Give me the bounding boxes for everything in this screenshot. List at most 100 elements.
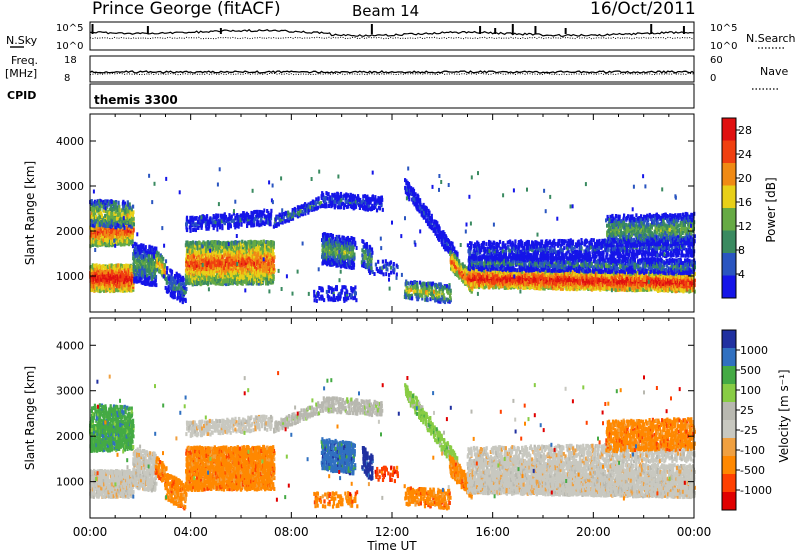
power-echo: [132, 216, 135, 221]
power-echo: [339, 294, 342, 299]
power-echo: [118, 276, 121, 281]
power-echo: [118, 284, 121, 289]
power-echo: [428, 211, 431, 216]
power-echo: [322, 192, 325, 197]
power-echo: [120, 227, 123, 232]
power-echo: [96, 217, 99, 222]
power-echo: [294, 208, 297, 213]
power-echo: [98, 209, 102, 214]
power-echo: [353, 252, 356, 257]
power-echo: [343, 203, 347, 208]
power-echo: [223, 212, 226, 217]
power-echo: [131, 242, 134, 246]
power-echo: [128, 202, 131, 207]
power-echo: [91, 201, 94, 206]
power-echo: [98, 275, 101, 280]
power-echo: [110, 241, 113, 246]
power-echo: [132, 287, 135, 292]
power-echo: [381, 259, 384, 264]
power-echo: [92, 212, 95, 217]
power-echo: [196, 250, 199, 255]
power-echo: [375, 208, 379, 213]
power-echo: [123, 286, 126, 291]
power-echo: [119, 282, 122, 286]
power-echo: [95, 280, 98, 285]
power-echo: [423, 286, 427, 291]
power-echo: [96, 199, 99, 204]
power-echo: [361, 253, 364, 258]
power-echo: [270, 208, 273, 213]
power-echo: [92, 280, 95, 285]
cpid-value: themis 3300: [94, 93, 178, 107]
power-echo: [380, 195, 383, 200]
power-echo: [124, 277, 127, 282]
power-echo: [105, 282, 108, 287]
power-echo: [116, 270, 119, 275]
power-echo: [102, 274, 105, 279]
power-echo: [354, 285, 357, 290]
power-echo: [93, 283, 96, 288]
power-echo: [296, 205, 299, 210]
power-echo: [115, 240, 118, 245]
power-echo: [144, 245, 147, 250]
power-echo: [102, 231, 105, 236]
power-echo: [256, 209, 259, 214]
power-echo: [270, 212, 273, 217]
power-echo: [126, 275, 129, 280]
power-echo: [463, 264, 466, 269]
power-echo: [89, 202, 92, 207]
power-echo: [313, 298, 316, 303]
power-echo: [98, 201, 101, 206]
power-echo: [90, 233, 93, 238]
power-echo: [100, 264, 104, 269]
power-echo: [107, 242, 110, 247]
power-echo: [129, 274, 133, 279]
power-echo: [128, 285, 131, 290]
power-echo: [107, 226, 110, 231]
power-echo: [106, 264, 109, 269]
nsearch-tick-top: 10^5: [710, 23, 737, 34]
power-echo: [130, 288, 133, 293]
power-echo: [90, 240, 93, 245]
power-echo: [203, 215, 206, 220]
power-echo: [127, 263, 130, 268]
power-echo: [121, 276, 124, 281]
power-echo: [108, 288, 112, 293]
power-echo: [368, 270, 372, 275]
power-echo: [95, 241, 98, 246]
power-echo: [96, 286, 99, 291]
power-echo: [423, 281, 426, 286]
power-echo: [99, 227, 102, 232]
power-echo: [100, 286, 103, 291]
power-echo: [147, 253, 150, 258]
power-echo: [97, 275, 100, 280]
power-echo: [366, 248, 369, 253]
power-echo: [112, 278, 115, 283]
power-echo: [346, 254, 349, 259]
power-echo: [272, 244, 275, 249]
power-echo: [411, 296, 414, 301]
power-echo: [421, 210, 424, 215]
power-echo: [101, 234, 104, 239]
power-echo: [186, 240, 189, 245]
power-echo: [419, 198, 422, 203]
cpid-label: CPID: [7, 89, 36, 102]
power-echo: [140, 243, 143, 248]
power-echo: [166, 266, 169, 271]
power-echo: [125, 225, 128, 230]
power-echo: [114, 279, 117, 283]
power-echo: [112, 269, 115, 274]
power-echo: [91, 207, 94, 212]
power-echo: [191, 240, 195, 245]
power-echo: [123, 237, 126, 242]
power-echo: [120, 238, 123, 242]
power-echo: [324, 196, 327, 200]
power-echo: [426, 220, 430, 225]
power-echo: [93, 281, 97, 286]
power-echo: [131, 233, 134, 238]
power-echo: [121, 283, 124, 288]
nave-tick-top: 60: [710, 55, 723, 66]
power-echo: [170, 269, 174, 274]
power-echo: [100, 214, 104, 219]
